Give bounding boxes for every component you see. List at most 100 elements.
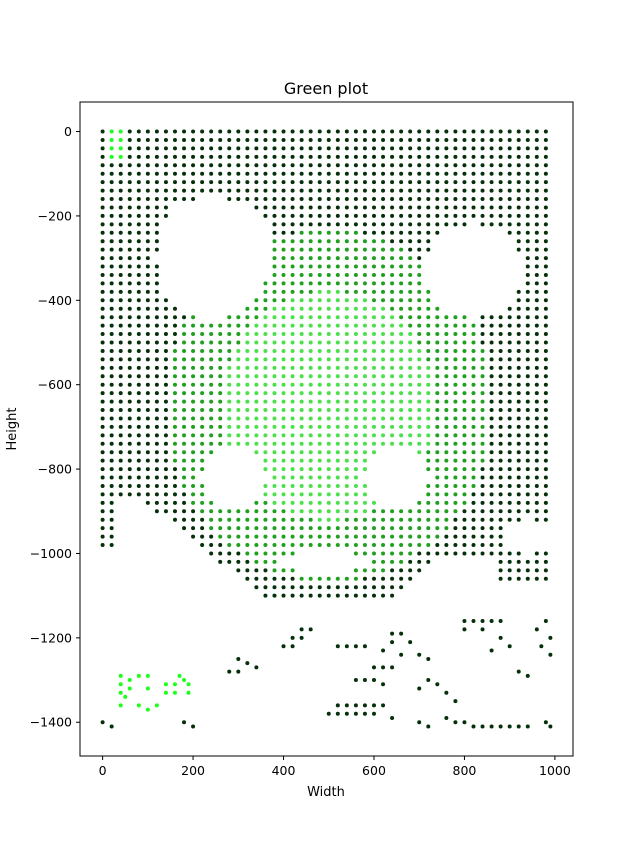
data-point: [543, 365, 548, 370]
data-point: [100, 374, 105, 379]
data-point: [489, 509, 494, 514]
data-point: [417, 517, 422, 522]
data-point: [154, 458, 159, 463]
data-point: [353, 365, 358, 370]
data-point: [308, 281, 313, 286]
data-point: [516, 669, 521, 674]
data-point: [471, 391, 476, 396]
data-point: [371, 374, 376, 379]
data-point: [408, 289, 413, 294]
data-point: [417, 171, 422, 176]
data-point: [299, 576, 304, 581]
data-point: [308, 399, 313, 404]
data-point: [172, 171, 177, 176]
data-point: [498, 129, 503, 134]
data-point: [163, 475, 168, 480]
data-point: [516, 441, 521, 446]
data-point: [245, 441, 250, 446]
data-point: [109, 222, 114, 227]
data-point: [543, 171, 548, 176]
data-point: [344, 509, 349, 514]
data-point: [462, 450, 467, 455]
data-point: [335, 374, 340, 379]
data-point: [100, 382, 105, 387]
data-point: [263, 408, 268, 413]
data-point: [145, 458, 150, 463]
data-point: [525, 247, 530, 252]
data-point: [362, 483, 367, 488]
data-point: [317, 433, 322, 438]
data-point: [145, 298, 150, 303]
data-point: [371, 551, 376, 556]
data-point: [172, 500, 177, 505]
data-point: [507, 323, 512, 328]
data-point: [109, 146, 114, 151]
data-point: [543, 467, 548, 472]
data-point: [218, 154, 223, 159]
data-point: [186, 690, 191, 695]
data-point: [335, 357, 340, 362]
data-point: [344, 137, 349, 142]
data-point: [344, 382, 349, 387]
data-point: [218, 408, 223, 413]
data-point: [272, 264, 277, 269]
data-point: [525, 188, 530, 193]
data-point: [272, 492, 277, 497]
y-tick-label: −1000: [30, 546, 72, 561]
data-point: [371, 205, 376, 210]
data-point: [172, 332, 177, 337]
data-point: [344, 298, 349, 303]
data-point: [290, 526, 295, 531]
data-point: [209, 374, 214, 379]
data-point: [534, 247, 539, 252]
data-point: [227, 416, 232, 421]
data-point: [462, 171, 467, 176]
data-point: [390, 272, 395, 277]
data-point: [480, 129, 485, 134]
data-point: [136, 441, 141, 446]
data-point: [362, 188, 367, 193]
data-point: [548, 652, 553, 657]
data-point: [335, 526, 340, 531]
data-point: [539, 644, 544, 649]
data-point: [218, 551, 223, 556]
data-point: [344, 222, 349, 227]
data-point: [408, 640, 413, 645]
data-point: [172, 163, 177, 168]
data-point: [344, 256, 349, 261]
data-point: [118, 239, 123, 244]
data-point: [353, 272, 358, 277]
data-point: [462, 154, 467, 159]
data-point: [308, 475, 313, 480]
data-point: [417, 222, 422, 227]
data-point: [335, 230, 340, 235]
data-point: [371, 315, 376, 320]
data-point: [182, 357, 187, 362]
data-point: [118, 222, 123, 227]
data-point: [236, 656, 241, 661]
data-point: [371, 509, 376, 514]
data-point: [335, 272, 340, 277]
data-point: [281, 492, 286, 497]
data-point: [263, 517, 268, 522]
data-point: [326, 365, 331, 370]
data-point: [186, 682, 191, 687]
data-point: [272, 230, 277, 235]
data-point: [281, 239, 286, 244]
data-point: [453, 213, 458, 218]
data-point: [516, 239, 521, 244]
data-point: [272, 593, 277, 598]
data-point: [408, 509, 413, 514]
data-point: [444, 197, 449, 202]
data-point: [127, 281, 132, 286]
data-point: [263, 298, 268, 303]
y-tick-label: −600: [38, 377, 72, 392]
data-point: [308, 534, 313, 539]
data-point: [245, 365, 250, 370]
data-point: [335, 197, 340, 202]
data-point: [100, 247, 105, 252]
data-point: [227, 441, 232, 446]
data-point: [453, 323, 458, 328]
data-point: [498, 458, 503, 463]
data-point: [145, 129, 150, 134]
